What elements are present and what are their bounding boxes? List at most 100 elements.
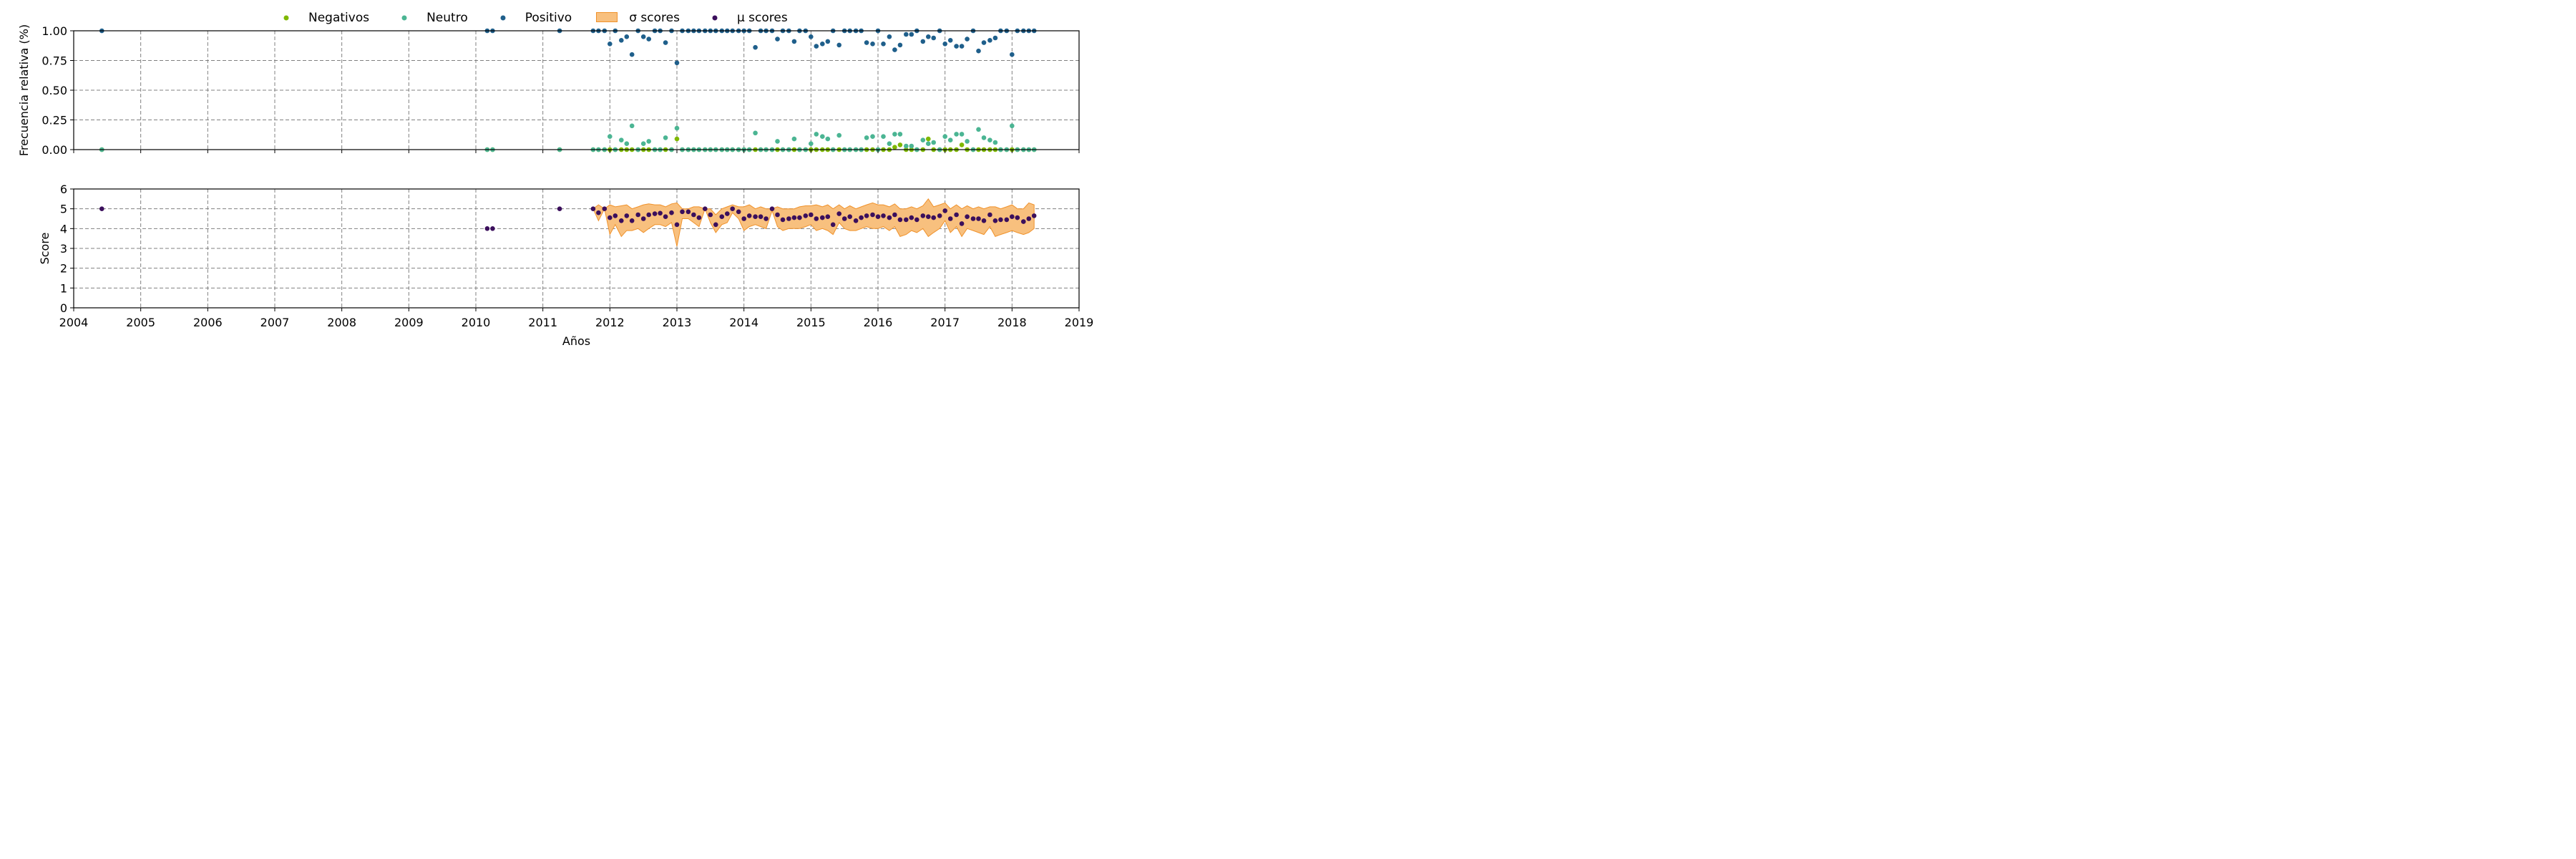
point-scores-bottom (970, 216, 976, 221)
point-positivo-top (775, 37, 780, 42)
point-scores-bottom (640, 216, 646, 221)
point-scores-bottom (797, 215, 802, 220)
point-scores-bottom (887, 215, 892, 220)
legend-item-neutro: Neutro (394, 11, 468, 25)
point-scores-bottom (669, 210, 674, 215)
point-scores-bottom (926, 214, 931, 220)
point-neutro-top (775, 139, 780, 144)
point-neutro-top (959, 132, 965, 137)
point-positivo-top (897, 42, 903, 48)
point-positivo-top (881, 42, 886, 47)
point-scores-bottom (836, 211, 841, 216)
point-positivo-top (942, 42, 947, 47)
point-positivo-top (663, 40, 668, 45)
point-neutro-top (825, 136, 831, 142)
point-scores-bottom (680, 209, 685, 215)
point-scores-bottom (608, 215, 613, 220)
legend-label-sigma-scores: σ scores (629, 11, 680, 25)
point-positivo-top (887, 34, 892, 39)
point-scores-bottom (897, 217, 903, 223)
point-scores-bottom (596, 210, 601, 215)
point-scores-bottom (914, 217, 919, 223)
legend: Negativos Neutro Positivo σ scores μ sco… (275, 9, 812, 27)
legend-marker-negativos (275, 12, 297, 24)
point-scores-bottom (909, 215, 914, 220)
point-scores-bottom (1031, 213, 1037, 218)
point-neutro-top (809, 141, 814, 146)
point-positivo-top (926, 34, 931, 39)
point-scores-bottom (663, 214, 668, 220)
point-scores-bottom (652, 211, 658, 216)
point-positivo-top (640, 34, 646, 39)
point-negativos-top (897, 142, 903, 147)
point-scores-bottom (937, 213, 942, 218)
point-neutro-top (881, 134, 886, 139)
point-neutro-top (836, 132, 841, 138)
ytick-label-bottom: 5 (60, 203, 67, 216)
point-neutro-top (791, 136, 797, 142)
figure: 0.00 0.25 0.50 0.75 1.00 Frecuencia relativa … (17, 24, 1094, 348)
point-positivo-top (1010, 52, 1015, 57)
point-scores-bottom (753, 214, 758, 220)
ytick-label-top: 0.75 (42, 54, 67, 68)
point-neutro-top (904, 143, 909, 149)
point-neutro-top (992, 140, 998, 145)
point-negativos-top (892, 145, 897, 150)
point-positivo-top (954, 44, 959, 49)
point-positivo-top (892, 47, 897, 52)
point-scores-bottom (619, 218, 624, 223)
point-scores-bottom (870, 212, 875, 218)
point-scores-bottom (976, 216, 981, 221)
point-positivo-top (825, 39, 831, 44)
point-positivo-top (820, 42, 825, 47)
point-neutro-top (646, 139, 651, 144)
point-neutro-top (920, 137, 926, 142)
point-positivo-top (646, 37, 651, 42)
point-scores-bottom (613, 213, 618, 218)
point-scores-bottom (875, 214, 881, 220)
xtick-label: 2019 (1065, 316, 1094, 329)
point-scores-bottom (557, 206, 562, 212)
point-scores-bottom (99, 206, 104, 212)
point-neutro-top (640, 141, 646, 146)
point-neutro-top (629, 123, 635, 129)
xtick-label: 2011 (528, 316, 557, 329)
point-scores-bottom (942, 208, 947, 213)
x-axis-label: Años (562, 334, 590, 348)
point-positivo-top (836, 42, 841, 48)
point-positivo-top (814, 44, 819, 49)
point-neutro-top (897, 132, 903, 137)
ytick-label-bottom: 1 (60, 281, 67, 295)
point-scores-bottom (864, 213, 869, 218)
point-scores-bottom (791, 215, 797, 220)
point-positivo-top (624, 34, 630, 39)
point-neutro-top (814, 132, 819, 137)
point-neutro-top (624, 141, 630, 146)
point-neutro-top (663, 135, 668, 140)
point-scores-bottom (931, 215, 936, 220)
point-scores-bottom (624, 213, 630, 218)
point-neutro-top (864, 135, 869, 140)
point-scores-bottom (629, 218, 635, 223)
point-scores-bottom (741, 216, 746, 221)
legend-item-mu-scores: μ scores (704, 11, 788, 25)
point-positivo-top (864, 40, 869, 45)
point-positivo-top (904, 31, 909, 37)
point-positivo-top (791, 39, 797, 44)
point-neutro-top (931, 140, 936, 145)
xtick-label: 2017 (930, 316, 960, 329)
xtick-label: 2014 (729, 316, 758, 329)
point-scores-bottom (809, 212, 814, 218)
point-positivo-top (965, 37, 970, 42)
xtick-label: 2012 (595, 316, 625, 329)
point-scores-bottom (853, 218, 859, 223)
point-scores-bottom (814, 216, 819, 221)
ytick-label-top: 0.50 (42, 84, 67, 97)
point-positivo-top (608, 42, 613, 47)
point-scores-bottom (691, 212, 696, 218)
y-axis-label-top: Frecuencia relativa (%) (17, 24, 31, 156)
point-scores-bottom (490, 226, 495, 231)
point-scores-bottom (820, 215, 825, 220)
point-positivo-top (931, 35, 936, 41)
xtick-label: 2007 (260, 316, 290, 329)
